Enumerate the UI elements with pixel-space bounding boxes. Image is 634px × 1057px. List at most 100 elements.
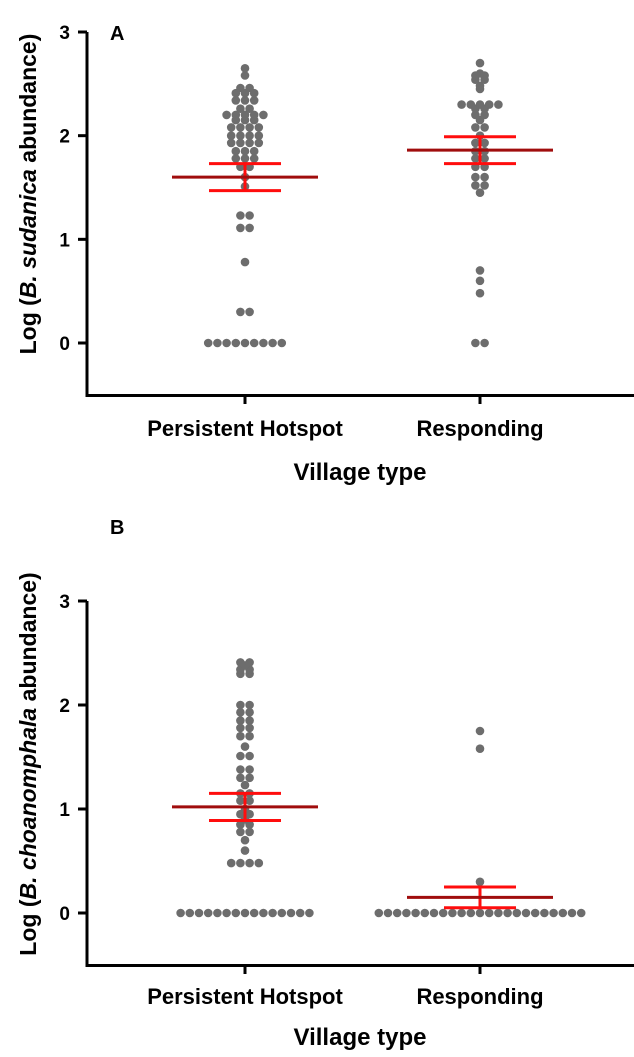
data-point (185, 908, 195, 918)
data-point (480, 172, 489, 182)
data-point (254, 138, 264, 148)
data-point (245, 827, 254, 837)
data-point (540, 908, 549, 918)
data-point (222, 908, 231, 918)
data-point (236, 796, 245, 805)
data-point (475, 276, 485, 286)
data-point (249, 96, 259, 105)
data-point (475, 726, 485, 736)
data-point (240, 71, 250, 80)
data-point (475, 58, 485, 68)
data-point (245, 211, 254, 220)
data-point (245, 708, 254, 717)
data-point (240, 835, 250, 845)
data-point (231, 908, 241, 918)
panel-a-category-label: Persistent Hotspot (147, 416, 343, 441)
data-point (475, 744, 485, 753)
data-point (245, 83, 254, 93)
data-point (245, 700, 254, 710)
data-point (240, 257, 250, 267)
data-point (236, 104, 245, 113)
data-point (249, 154, 259, 163)
data-point (231, 338, 241, 348)
panel-b-label: B (110, 517, 124, 539)
data-point (249, 110, 259, 120)
data-point (240, 338, 250, 348)
data-point (245, 716, 254, 725)
data-point (236, 700, 245, 710)
data-point (226, 138, 236, 148)
data-point (240, 64, 250, 73)
data-point (226, 123, 236, 132)
data-point (268, 338, 277, 348)
data-point (240, 780, 250, 790)
data-point (475, 288, 485, 298)
data-point (471, 138, 480, 148)
data-point (503, 908, 512, 918)
data-point (245, 731, 254, 741)
data-point (213, 908, 222, 918)
data-point (268, 908, 277, 918)
data-point (484, 100, 494, 109)
data-point (240, 908, 250, 918)
data-point (374, 908, 384, 918)
data-point (286, 908, 296, 918)
panel-b-ylabel: Log (B. choanomphala abundance) (15, 572, 41, 955)
data-point (236, 123, 245, 132)
data-point (466, 100, 476, 109)
data-point (203, 908, 213, 918)
data-point (226, 131, 236, 140)
data-point (240, 846, 250, 855)
data-point (236, 658, 245, 667)
data-point (471, 123, 480, 132)
data-point (236, 858, 245, 868)
panel-b-ytick-label: 3 (59, 592, 70, 613)
data-point (475, 100, 485, 109)
data-point (194, 908, 204, 918)
panel-a-ytick-label: 0 (59, 334, 70, 355)
data-point (236, 708, 245, 717)
data-point (429, 908, 439, 918)
panel-b: B Log (B. choanomphala abundance) 0 1 2 3 P… (15, 517, 634, 1051)
data-point (245, 751, 254, 761)
data-point (457, 908, 466, 918)
data-point (471, 181, 480, 190)
data-point (480, 181, 489, 190)
data-point (245, 223, 254, 233)
data-point (475, 908, 485, 918)
data-point (236, 765, 245, 774)
data-point (245, 723, 254, 733)
data-point (411, 908, 420, 918)
data-point (245, 658, 254, 667)
data-point (240, 154, 250, 163)
data-point (480, 138, 489, 148)
data-point (471, 154, 480, 163)
data-point (471, 110, 480, 120)
panel-a-ytick-label: 1 (59, 230, 70, 251)
data-point (475, 81, 485, 91)
data-point (236, 307, 245, 317)
data-point (236, 731, 245, 741)
data-point (475, 69, 485, 78)
panel-b-ytick-label: 1 (59, 800, 70, 821)
data-point (277, 338, 287, 348)
data-point (383, 908, 393, 918)
data-point (558, 908, 568, 918)
data-point (484, 908, 494, 918)
data-point (249, 908, 259, 918)
data-point (245, 773, 254, 783)
data-point (236, 751, 245, 761)
data-point (475, 266, 485, 275)
data-point (240, 96, 250, 105)
data-point (240, 742, 250, 751)
data-point (392, 908, 402, 918)
data-point (231, 154, 241, 163)
data-point (494, 100, 503, 109)
data-point (245, 131, 254, 140)
data-point (213, 338, 222, 348)
data-point (305, 908, 314, 918)
panel-b-category-label: Responding (416, 984, 543, 1009)
panel-b-ytick-label: 0 (59, 904, 70, 925)
data-point (245, 123, 254, 132)
data-point (530, 908, 540, 918)
